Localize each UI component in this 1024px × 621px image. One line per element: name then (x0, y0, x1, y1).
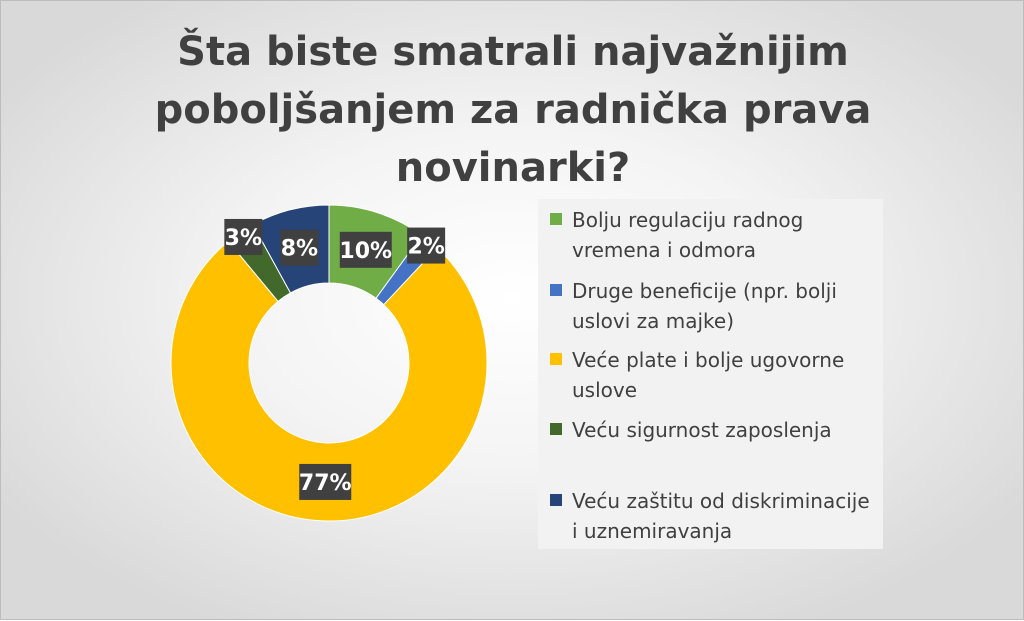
chart-title-line-1: Šta biste smatrali najvažnijim (177, 29, 849, 75)
data-label-druge-beneficije-npr-bolji-uslovi-za-majke: 2% (407, 227, 446, 264)
legend-label-line: Bolju regulaciju radnog (572, 208, 804, 232)
legend-swatch (550, 423, 562, 435)
data-label-vecu-zastitu-od-diskriminacije-i-uznemiravanja: 8% (280, 229, 319, 266)
legend-label: Bolju regulaciju radnog vremena i odmora (572, 205, 880, 265)
data-label-box (407, 227, 446, 264)
legend-label-line: Veću sigurnost zaposlenja (572, 418, 832, 442)
legend-swatch (550, 284, 562, 296)
legend-label: Druge beneficije (npr. bolji uslovi za m… (572, 276, 880, 336)
legend-label-line: Veću zaštitu od diskriminacije (572, 489, 870, 513)
data-label-box (339, 231, 392, 268)
data-label-box (299, 463, 352, 500)
legend-swatch (550, 494, 562, 506)
slice-vece-plate-i-bolje-ugovorne-uslove (170, 240, 488, 522)
legend-label-line: vremena i odmora (572, 238, 757, 262)
data-label-vecu-sigurnost-zaposlenja: 3% (224, 218, 263, 255)
legend-swatch (550, 213, 562, 225)
legend-label: Veću sigurnost zaposlenja (572, 415, 880, 445)
data-label-vece-plate-i-bolje-ugovorne-uslove: 77% (299, 463, 352, 500)
data-label-text: 77% (299, 471, 352, 496)
chart-title: Šta biste smatrali najvažnijim poboljšan… (1, 23, 1024, 197)
data-label-text: 2% (407, 235, 444, 260)
chart-title-line-2: poboljšanjem za radnička prava (154, 87, 872, 133)
legend-label-line: i uznemiravanja (572, 519, 733, 543)
data-label-text: 3% (225, 226, 262, 251)
data-label-bolju-regulaciju-radnog-vremena-i-odmora: 10% (339, 231, 392, 268)
legend-label-line: Veće plate i bolje ugovorne (572, 348, 845, 372)
data-label-box (224, 218, 263, 255)
data-label-text: 8% (281, 237, 318, 262)
chart-title-line-3: novinarki? (395, 145, 631, 191)
legend-label-line: uslove (572, 378, 638, 402)
legend-label: Veću zaštitu od diskriminacije i uznemir… (572, 486, 880, 546)
legend: Bolju regulaciju radnog vremena i odmora… (538, 199, 883, 549)
legend-label-line: uslovi za majke) (572, 309, 735, 333)
legend-swatch (550, 353, 562, 365)
legend-label: Veće plate i bolje ugovorne uslove (572, 345, 880, 405)
data-label-text: 10% (339, 239, 392, 264)
legend-label-line: Druge beneficije (npr. bolji (572, 279, 837, 303)
data-label-box (280, 229, 319, 266)
